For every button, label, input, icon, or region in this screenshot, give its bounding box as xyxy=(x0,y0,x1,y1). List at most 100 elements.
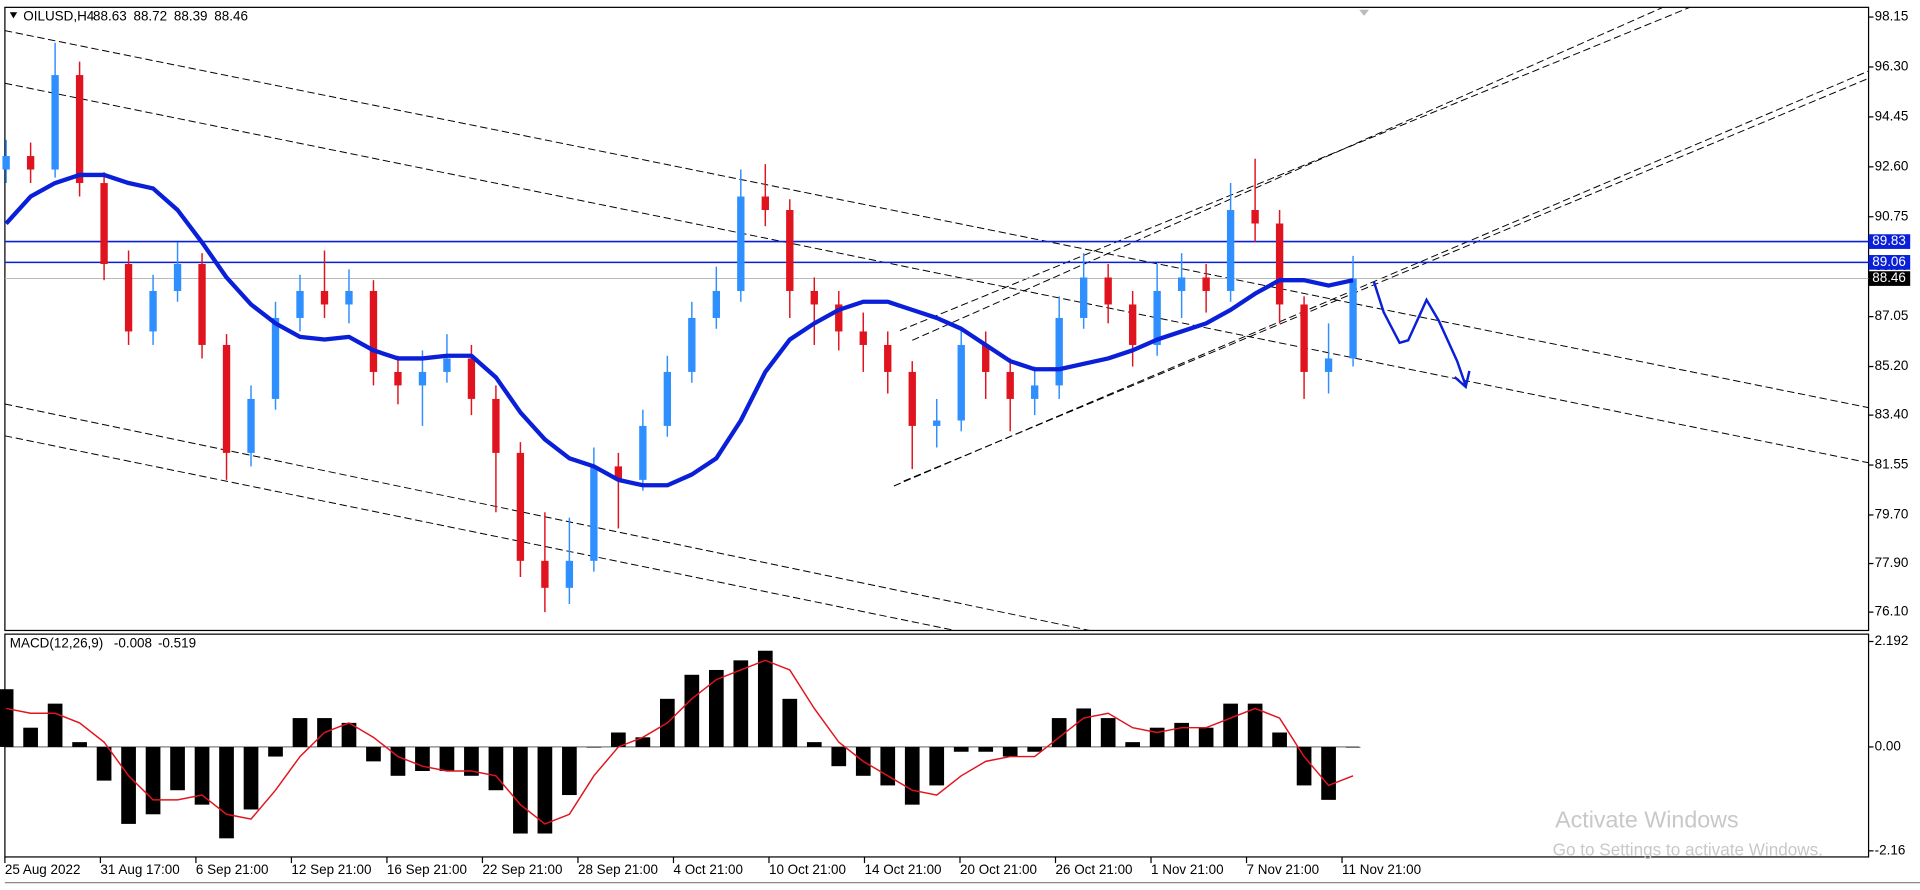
y-tick-label: 85.20 xyxy=(1875,358,1909,373)
macd-bar xyxy=(170,746,185,791)
y-tick-label: 98.15 xyxy=(1875,9,1909,24)
macd-bar xyxy=(1027,746,1043,752)
trendline xyxy=(899,6,1690,331)
macd-bar xyxy=(953,746,969,752)
macd-bar xyxy=(96,746,112,781)
y-tick-label: 81.55 xyxy=(1875,457,1909,472)
macd-bar xyxy=(390,746,406,776)
macd-bar xyxy=(1076,708,1092,747)
symbol: OILUSD,H4 xyxy=(23,9,95,24)
trendline xyxy=(4,30,1869,409)
macd-bar xyxy=(72,742,87,747)
x-tick-label: 6 Sep 21:00 xyxy=(196,862,269,877)
current-price-label: 88.46 xyxy=(1872,270,1906,285)
candle-body xyxy=(173,263,182,291)
macd-bar xyxy=(806,742,822,747)
x-tick-label: 22 Sep 21:00 xyxy=(482,862,562,877)
x-tick-label: 1 Nov 21:00 xyxy=(1151,862,1224,877)
y-tick-label: -2.16 xyxy=(1875,842,1906,857)
level-label: 89.06 xyxy=(1872,254,1906,269)
macd-bar xyxy=(1174,722,1189,747)
candle-body xyxy=(75,75,84,184)
trendline xyxy=(912,6,1664,341)
x-tick-label: 7 Nov 21:00 xyxy=(1247,862,1320,877)
macd-bar xyxy=(1149,727,1165,747)
candle-body xyxy=(1031,385,1039,399)
macd-bar xyxy=(537,746,553,834)
level-tag xyxy=(1868,255,1911,270)
candle-body xyxy=(2,156,10,170)
macd-bar xyxy=(562,746,577,796)
price-pane xyxy=(4,6,1870,632)
candle-body xyxy=(1349,278,1357,359)
candle-body xyxy=(369,290,378,372)
candle-body xyxy=(296,290,304,318)
candle-body xyxy=(737,196,745,291)
trendline xyxy=(4,435,956,631)
candle-body xyxy=(320,290,329,305)
macd-bar xyxy=(1296,746,1312,786)
macd-bar xyxy=(586,746,602,748)
macd-bar xyxy=(366,746,381,762)
y-tick-label: 77.90 xyxy=(1875,555,1909,570)
trendline xyxy=(903,77,1869,482)
candle-body xyxy=(492,398,500,453)
macd-bar xyxy=(733,660,749,747)
candle-body xyxy=(26,156,35,170)
candle-body xyxy=(1251,210,1259,224)
ohlc-value: 88.46 xyxy=(214,9,248,24)
x-tick-label: 25 Aug 2022 xyxy=(5,862,81,877)
candle-body xyxy=(786,210,794,291)
macd-bar xyxy=(1198,727,1214,747)
candle-body xyxy=(198,263,206,345)
x-tick-label: 16 Sep 21:00 xyxy=(387,862,467,877)
macd-bar xyxy=(757,650,773,747)
y-tick-label: 92.60 xyxy=(1875,158,1909,173)
macd-readout: -0.008 xyxy=(114,635,152,650)
watermark: Activate Windows xyxy=(1555,807,1739,833)
ohlc-value: 88.63 xyxy=(93,9,127,24)
macd-bar xyxy=(0,689,14,747)
candle-body xyxy=(663,371,672,426)
watermark: Go to Settings to activate Windows. xyxy=(1553,839,1823,859)
macd-bar xyxy=(464,746,479,776)
candle-body xyxy=(149,290,157,332)
candle-body xyxy=(565,560,574,588)
macd-readout: -0.519 xyxy=(158,635,196,650)
macd-bar xyxy=(341,722,357,747)
candle-body xyxy=(1104,277,1112,305)
candle-body xyxy=(271,317,280,399)
candle-body xyxy=(394,371,402,386)
macd-bar xyxy=(1247,703,1263,747)
macd-bar xyxy=(243,746,259,810)
macd-bar xyxy=(1272,732,1287,747)
macd-bar xyxy=(684,674,700,747)
macd-bar xyxy=(1125,742,1140,747)
candle-body xyxy=(222,344,231,453)
candle-body xyxy=(124,263,133,332)
x-tick-label: 4 Oct 21:00 xyxy=(673,862,743,877)
candle-body xyxy=(614,466,623,480)
candle-body xyxy=(443,358,451,372)
y-tick-label: 90.75 xyxy=(1875,208,1909,223)
macd-bar xyxy=(1223,703,1238,747)
candle-body xyxy=(810,290,818,305)
candle-body xyxy=(639,425,647,480)
x-tick-label: 20 Oct 21:00 xyxy=(960,862,1037,877)
candle-body xyxy=(957,344,965,421)
macd-bar xyxy=(121,746,136,824)
candle-body xyxy=(688,317,696,372)
y-tick-label: 0.00 xyxy=(1875,739,1901,754)
candle-body xyxy=(51,75,59,170)
macd-bar xyxy=(1002,746,1018,757)
candle-body xyxy=(247,398,255,453)
trendline xyxy=(4,403,1090,631)
candle-body xyxy=(1177,277,1186,291)
moving-average xyxy=(4,172,1354,488)
candle-body xyxy=(835,304,843,332)
shift-marker xyxy=(1359,9,1369,16)
macd-bar xyxy=(145,746,161,815)
macd-bar xyxy=(1321,746,1336,800)
